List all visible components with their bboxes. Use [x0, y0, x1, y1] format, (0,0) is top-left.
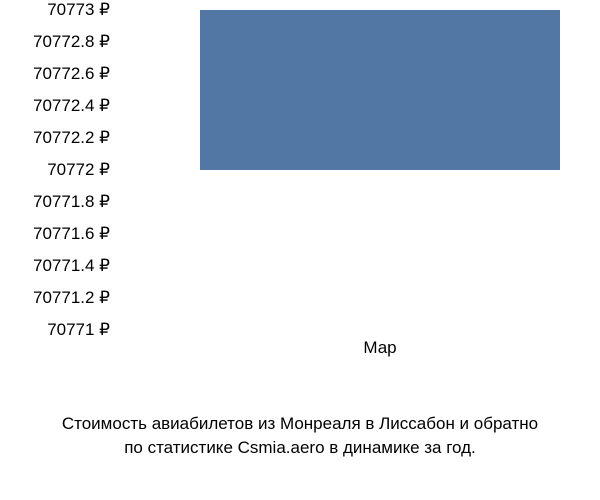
- y-tick: 70772.2 ₽: [33, 128, 110, 148]
- bar-mar: [200, 10, 560, 170]
- y-tick: 70772.8 ₽: [33, 32, 110, 52]
- caption-line-1: Стоимость авиабилетов из Монреаля в Лисс…: [0, 412, 600, 436]
- y-tick: 70772.4 ₽: [33, 96, 110, 116]
- chart-caption: Стоимость авиабилетов из Монреаля в Лисс…: [0, 412, 600, 460]
- y-axis: 70773 ₽ 70772.8 ₽ 70772.6 ₽ 70772.4 ₽ 70…: [0, 10, 120, 330]
- caption-line-2: по статистике Csmia.aero в динамике за г…: [0, 436, 600, 460]
- y-tick: 70771.8 ₽: [33, 192, 110, 212]
- y-tick: 70771 ₽: [47, 320, 110, 340]
- y-tick: 70771.4 ₽: [33, 256, 110, 276]
- chart-container: 70773 ₽ 70772.8 ₽ 70772.6 ₽ 70772.4 ₽ 70…: [0, 0, 600, 360]
- y-tick: 70773 ₽: [47, 0, 110, 20]
- plot-area: [200, 10, 560, 330]
- y-tick: 70772 ₽: [47, 160, 110, 180]
- x-axis-label: Мар: [200, 338, 560, 358]
- y-tick: 70772.6 ₽: [33, 64, 110, 84]
- y-tick: 70771.2 ₽: [33, 288, 110, 308]
- y-tick: 70771.6 ₽: [33, 224, 110, 244]
